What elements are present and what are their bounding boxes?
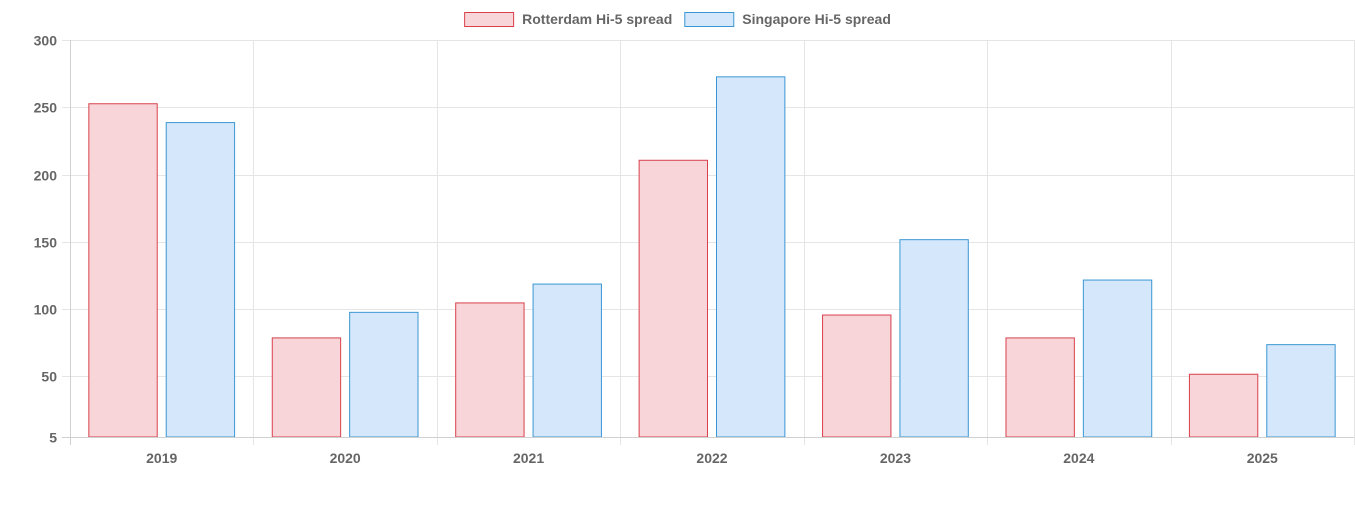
- bar-singapore-2025[interactable]: [1266, 344, 1336, 438]
- x-tick-label: 2021: [513, 450, 544, 466]
- bar-rotterdam-2021[interactable]: [455, 302, 525, 438]
- bar-singapore-2020[interactable]: [349, 311, 419, 438]
- x-tick-label: 2023: [880, 450, 911, 466]
- y-tick-label: 50: [41, 369, 57, 385]
- chart-bars: [88, 76, 1336, 438]
- chart-legend[interactable]: Rotterdam Hi-5 spread Singapore Hi-5 spre…: [464, 11, 891, 27]
- bar-singapore-2019[interactable]: [165, 122, 236, 438]
- bar-rotterdam-2019[interactable]: [88, 103, 158, 438]
- bar-singapore-2024[interactable]: [1082, 279, 1153, 438]
- bar-rotterdam-2023[interactable]: [822, 314, 892, 438]
- y-tick-label: 150: [34, 235, 58, 251]
- bar-rotterdam-2022[interactable]: [638, 159, 709, 438]
- bar-rotterdam-2024[interactable]: [1005, 337, 1075, 438]
- legend-item-singapore[interactable]: Singapore Hi-5 spread: [684, 11, 891, 27]
- bar-singapore-2023[interactable]: [899, 239, 969, 438]
- y-tick-label: 100: [34, 302, 58, 318]
- y-tick-label: 300: [34, 33, 58, 49]
- x-tick-label: 2024: [1063, 450, 1094, 466]
- x-tick-label: 2022: [696, 450, 727, 466]
- legend-label: Rotterdam Hi-5 spread: [522, 11, 672, 27]
- y-tick-label: 200: [34, 168, 58, 184]
- legend-item-rotterdam[interactable]: Rotterdam Hi-5 spread: [464, 11, 673, 27]
- legend-swatch: [464, 12, 515, 27]
- x-tick-label: 2020: [330, 450, 361, 466]
- bar-rotterdam-2020[interactable]: [271, 337, 342, 438]
- legend-label: Singapore Hi-5 spread: [742, 11, 891, 27]
- x-tick-label: 2025: [1247, 450, 1278, 466]
- y-tick-label: 250: [34, 100, 58, 116]
- x-axis-tick-labels: 2019 2020 2021 2022 2023 2024 2025: [146, 450, 1278, 466]
- chart-axes: [62, 40, 1354, 445]
- bar-singapore-2021[interactable]: [532, 283, 602, 438]
- y-axis-tick-labels: 5 50 100 150 200 250 300: [34, 33, 58, 446]
- x-tick-label: 2019: [146, 450, 177, 466]
- chart-grid: [62, 40, 1355, 445]
- legend-swatch: [684, 12, 735, 27]
- bar-singapore-2022[interactable]: [716, 76, 786, 438]
- bar-rotterdam-2025[interactable]: [1188, 373, 1259, 438]
- y-tick-label: 5: [49, 430, 57, 446]
